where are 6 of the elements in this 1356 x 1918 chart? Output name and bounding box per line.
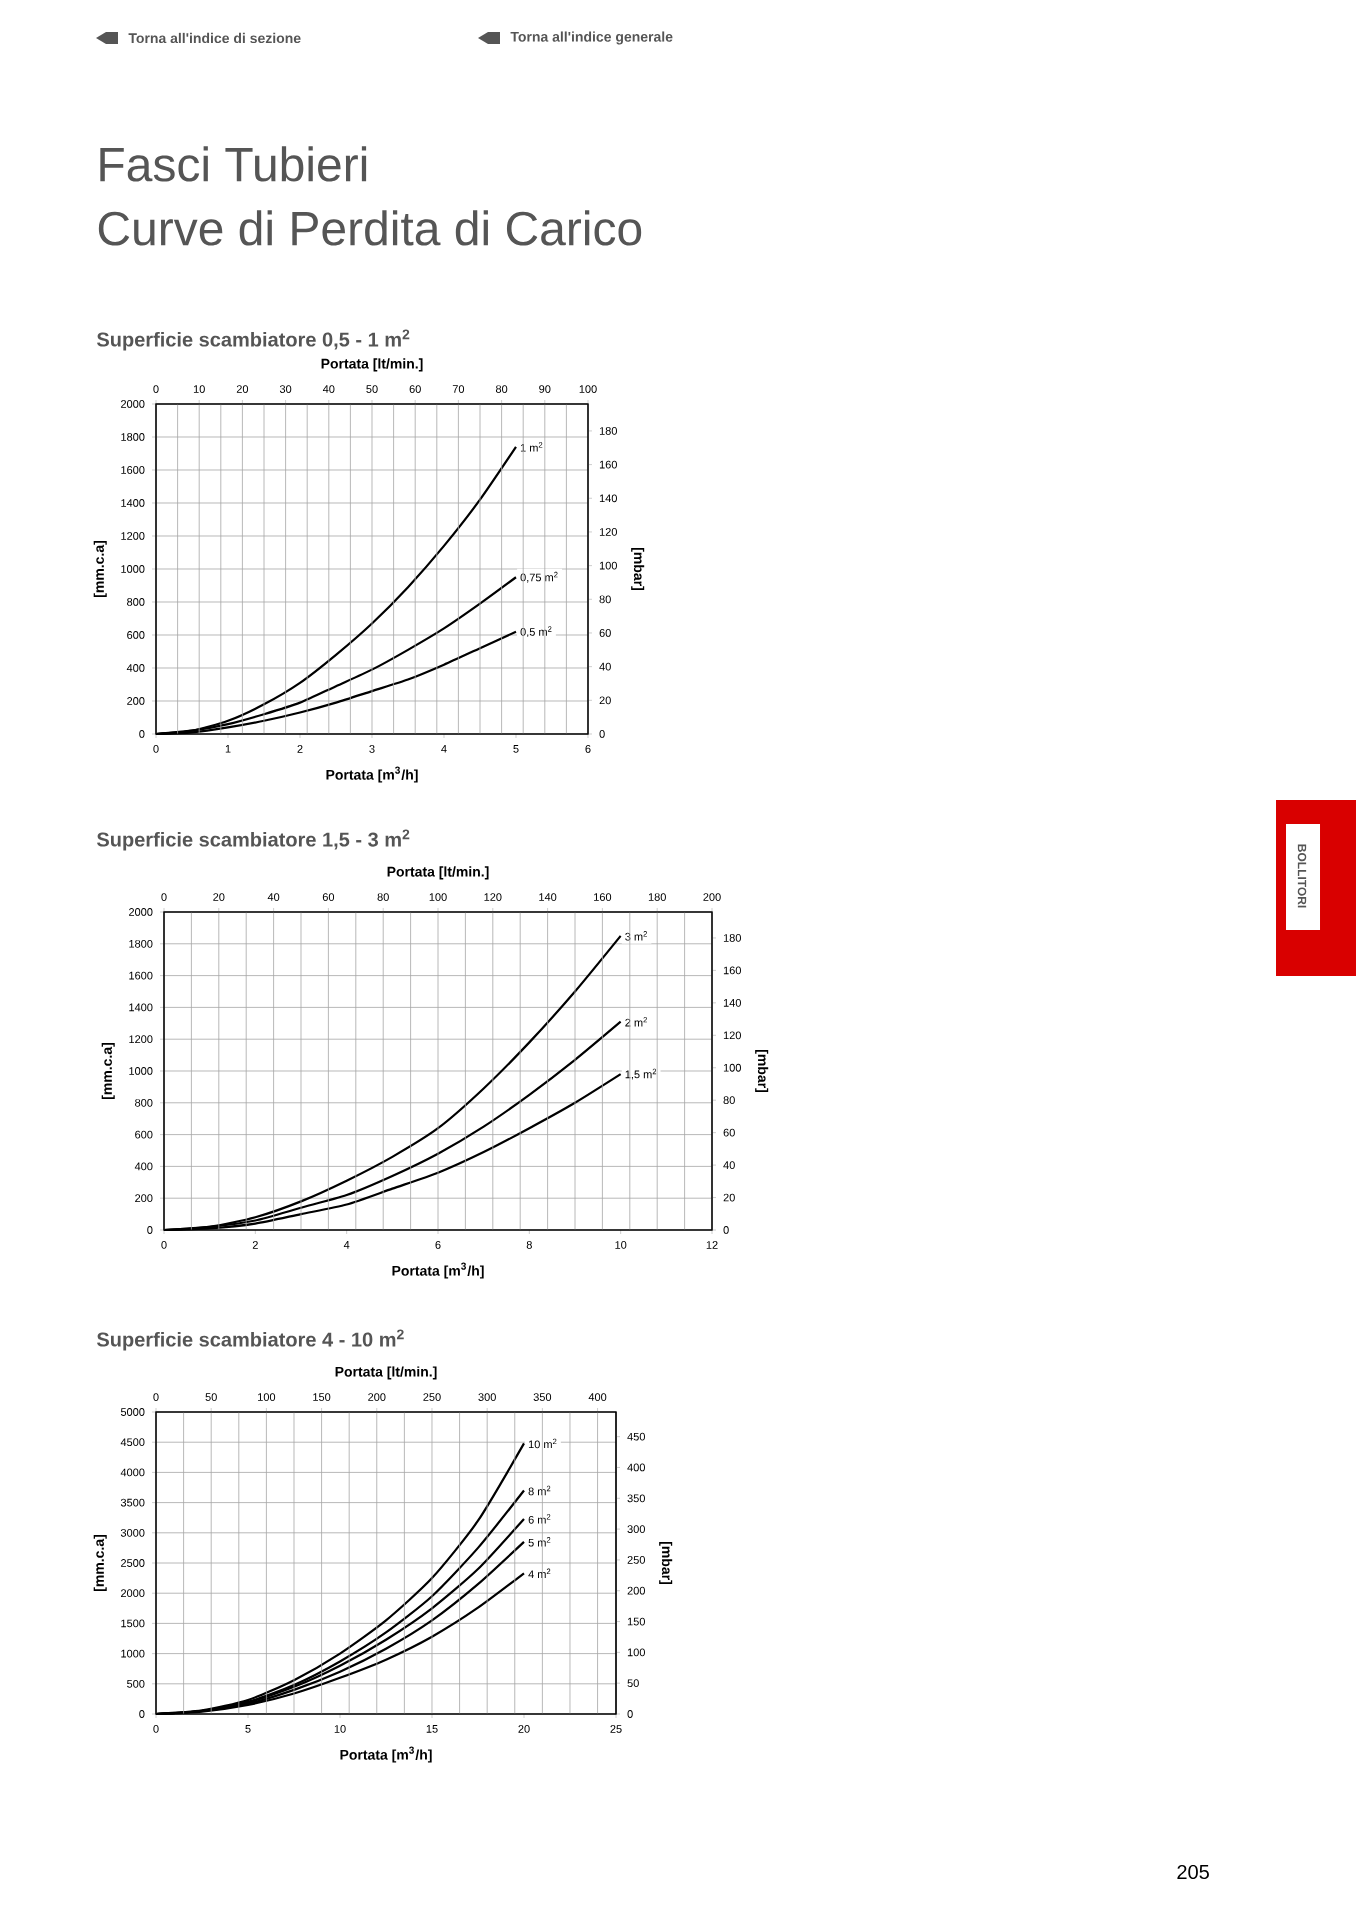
text: Fasci Tubieri bbox=[100, 146, 367, 182]
text: 205 bbox=[1177, 1864, 1209, 1880]
chart-title: Superficie scambiatore 4 - 10 m$^{2}$ bbox=[96, 1329, 404, 1351]
text: Curve di Perdita di Carico bbox=[98, 210, 642, 246]
chart-title: Superficie scambiatore 1,5 - 3 m$^{2}$ bbox=[96, 829, 410, 851]
chart-title: Superficie scambiatore 0,5 - 1 m$^{2}$ bbox=[96, 329, 410, 351]
